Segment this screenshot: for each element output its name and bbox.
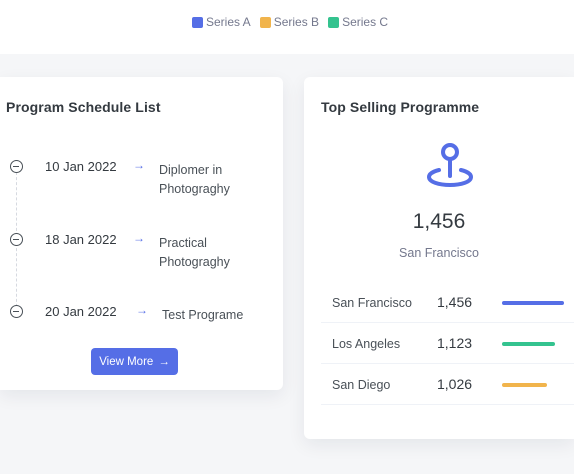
progress-bar (502, 383, 548, 387)
schedule-title: Practical Photograghy (159, 236, 230, 269)
card-title: Top Selling Programme (321, 99, 480, 115)
schedule-title: Diplomer in Photograghy (159, 163, 230, 196)
progress-bar (502, 301, 564, 305)
series-b-swatch (259, 16, 271, 28)
arrow-right-icon: → (133, 231, 145, 245)
view-more-button[interactable]: View More → (91, 348, 178, 375)
row-value: 1,123 (437, 335, 473, 351)
schedule-date: 20 Jan 2022 (45, 304, 117, 319)
view-more-label: View More (99, 355, 154, 368)
chart-card-bottom: Series A Series B Series C (0, 0, 574, 54)
schedule-date: 18 Jan 2022 (45, 232, 117, 247)
arrow-right-icon: → (136, 303, 148, 317)
row-value: 1,456 (437, 294, 473, 310)
top-city: San Francisco (399, 246, 479, 260)
program-schedule-card: Program Schedule List 10 Jan 2022 → Dipl… (0, 77, 283, 390)
map-pin-icon (426, 143, 474, 187)
legend-label: Series C (342, 15, 389, 29)
top-selling-card: Top Selling Programme 1,456 San Francisc… (304, 77, 574, 439)
progress-bar (502, 342, 555, 346)
top-value: 1,456 (412, 210, 466, 233)
table-row: San Francisco 1,456 (321, 282, 574, 323)
city-sales-table: San Francisco 1,456 Los Angeles 1,123 Sa… (321, 282, 574, 405)
arrow-circle-right-icon (10, 233, 23, 246)
legend-item-series-a[interactable]: Series A (192, 15, 251, 29)
schedule-date: 10 Jan 2022 (45, 159, 117, 174)
row-city: San Francisco (332, 296, 412, 310)
series-c-swatch (328, 16, 340, 28)
row-city: Los Angeles (332, 337, 401, 351)
legend-label: Series A (206, 15, 251, 29)
card-title: Program Schedule List (6, 99, 161, 115)
table-row: San Diego 1,026 (321, 364, 574, 405)
table-row: Los Angeles 1,123 (321, 323, 574, 364)
schedule-title: Test Programe (162, 308, 244, 322)
arrow-right-icon: → (133, 158, 145, 172)
legend-item-series-b[interactable]: Series B (259, 15, 320, 29)
legend-label: Series B (273, 15, 320, 29)
legend-item-series-c[interactable]: Series C (328, 15, 388, 29)
series-a-swatch (192, 16, 203, 28)
arrow-circle-right-icon (10, 305, 23, 318)
chart-legend: Series A Series B Series C (192, 15, 388, 29)
row-value: 1,026 (437, 376, 473, 392)
arrow-circle-right-icon (10, 160, 23, 173)
row-city: San Diego (332, 378, 391, 392)
arrow-right-icon: → (158, 355, 170, 368)
